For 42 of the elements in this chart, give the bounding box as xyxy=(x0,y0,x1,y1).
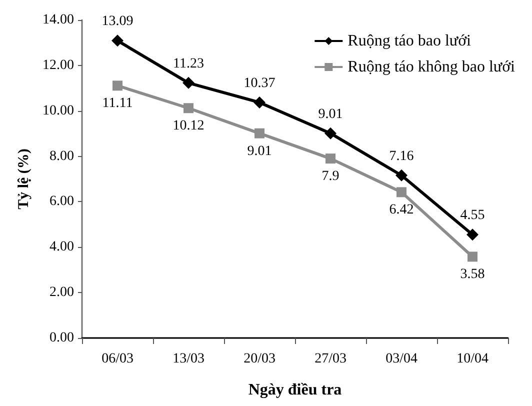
point xyxy=(396,169,408,182)
data-label: 3.58 xyxy=(460,267,485,282)
legend-label: Ruộng táo không bao lưới xyxy=(348,58,516,76)
y-tick-label: 6.00 xyxy=(50,194,74,210)
data-label: 11.11 xyxy=(102,96,133,112)
y-axis-title: Tỷ lệ (%) xyxy=(16,148,32,210)
data-label: 10.37 xyxy=(244,76,276,91)
point xyxy=(466,228,478,241)
x-tick-label: 20/03 xyxy=(244,352,276,366)
point xyxy=(468,252,478,262)
x-tick-label: 27/03 xyxy=(314,352,346,366)
point xyxy=(112,34,124,47)
point xyxy=(254,128,264,138)
point xyxy=(182,76,194,89)
y-tick-label: 8.00 xyxy=(50,148,74,164)
x-tick-label: 06/03 xyxy=(102,352,134,366)
point xyxy=(326,154,336,164)
x-tick-label: 10/04 xyxy=(456,352,488,366)
point xyxy=(324,127,336,140)
x-tick-label: 03/04 xyxy=(386,352,418,366)
point xyxy=(396,187,406,198)
x-tick-label: 13/03 xyxy=(172,352,204,366)
y-tick-label: 4.00 xyxy=(50,240,74,255)
data-label: 9.01 xyxy=(247,144,272,159)
y-tick-label: 2.00 xyxy=(50,285,74,300)
point xyxy=(184,103,194,114)
data-label: 7.9 xyxy=(322,169,340,184)
data-label: 11.23 xyxy=(173,56,204,72)
data-label: 13.09 xyxy=(102,14,134,30)
data-label: 4.55 xyxy=(460,208,485,224)
legend-label: Ruộng táo bao lưới xyxy=(348,32,472,50)
y-tick-label: 12.00 xyxy=(42,58,74,73)
y-tick-label: 10.00 xyxy=(42,103,74,118)
data-label: 6.42 xyxy=(389,202,414,218)
data-label: 7.16 xyxy=(389,148,414,164)
data-label: 9.01 xyxy=(318,106,343,122)
y-tick-label: 0.00 xyxy=(50,330,74,346)
point xyxy=(112,80,122,91)
y-tick-label: 14.00 xyxy=(42,12,74,28)
point xyxy=(254,96,266,108)
x-axis-title: Ngày điều tra xyxy=(248,382,342,398)
data-label: 10.12 xyxy=(172,118,204,134)
